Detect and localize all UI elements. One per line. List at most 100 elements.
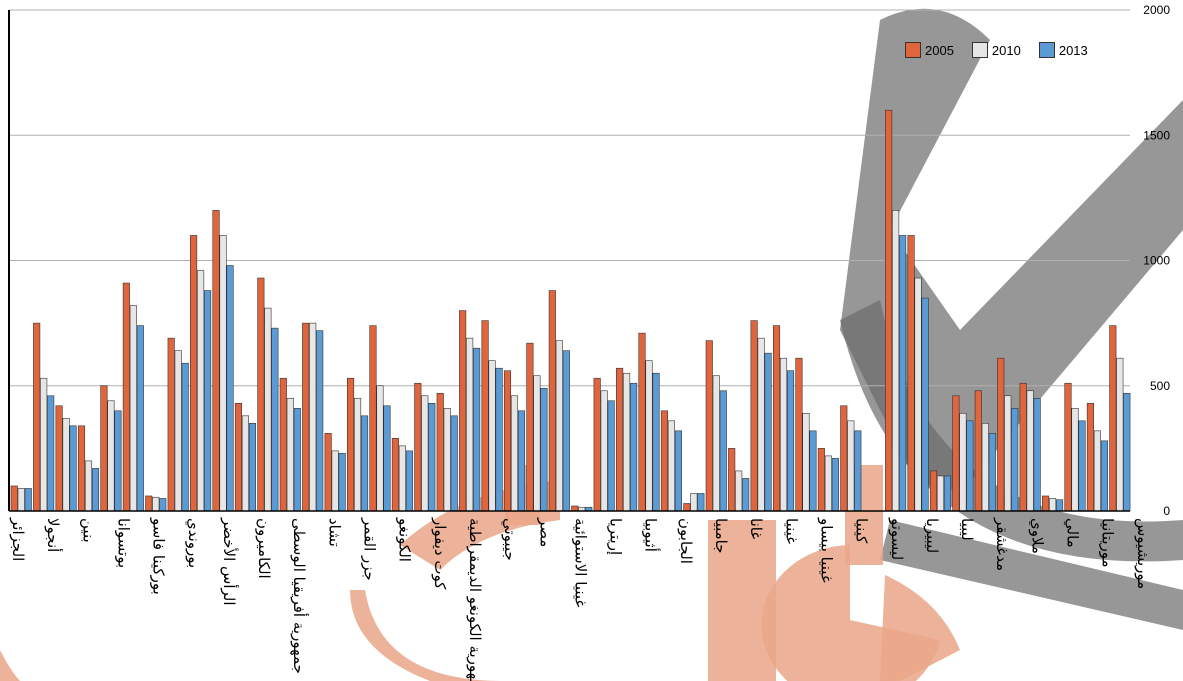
bar-2005: [840, 405, 848, 512]
bar-2005: [414, 382, 422, 512]
y-tick-label: 1000: [1143, 254, 1170, 268]
bar-2013: [428, 402, 436, 512]
bar-2010: [309, 322, 317, 512]
bar-2013: [24, 488, 32, 512]
x-category-label: كينيا: [853, 518, 871, 544]
x-category-label: مصر: [536, 517, 554, 547]
x-category-label: ملاوي: [1027, 518, 1046, 554]
legend-swatch-2013: [1038, 42, 1055, 58]
bar-2005: [10, 485, 18, 512]
x-category-label: ليبيا: [958, 518, 976, 541]
bar-2005: [459, 310, 467, 512]
bar-2013: [1100, 440, 1108, 512]
bar-2013: [786, 370, 795, 512]
bar-2010: [62, 418, 70, 512]
bar-2010: [466, 337, 474, 512]
legend-label-2005: 2005: [925, 42, 954, 58]
bar-2005: [616, 367, 624, 512]
bar-2005: [974, 390, 982, 512]
watermark-orange-slice: [880, 575, 960, 681]
x-axis-labels: الجزائر أنجولا بنين بوتسوانا بوركينا فاسو بور…: [9, 517, 1152, 681]
bar-2010: [421, 395, 429, 512]
bar-2013: [988, 433, 996, 512]
bar-2010: [286, 397, 294, 512]
bar-2013: [91, 468, 100, 512]
bar-2005: [683, 503, 691, 512]
bar-2013: [540, 387, 548, 512]
legend: 2005 2010 2013: [905, 42, 1088, 58]
bar-2010: [981, 423, 989, 512]
watermark-orange-bar-1: [708, 520, 776, 681]
bar-2010: [757, 337, 765, 512]
x-category-label: جمهورية أفريقيا الوسطى: [290, 518, 309, 674]
x-category-label: مالي: [1063, 518, 1082, 548]
y-axis-ticks: 0 500 1000 1500 2000: [1143, 3, 1170, 518]
bar-2010: [197, 270, 205, 512]
x-category-label: غينيا بيساو: [817, 517, 835, 583]
bar-2005: [1109, 325, 1117, 512]
x-category-label: غينيا: [782, 518, 800, 544]
x-category-label: كوت ديفوار: [431, 517, 449, 590]
bar-2010: [84, 460, 93, 512]
bar-2013: [338, 453, 346, 512]
y-tick-label: 0: [1163, 504, 1170, 518]
bar-2013: [47, 395, 55, 512]
legend-label-2010: 2010: [991, 42, 1021, 58]
x-category-label: مدغشقر: [993, 517, 1011, 571]
bar-2010: [488, 360, 496, 512]
bar-2013: [517, 410, 526, 512]
bar-2010: [17, 488, 25, 512]
bar-2005: [817, 448, 825, 512]
x-category-label: تشاد: [325, 518, 343, 547]
bar-2005: [391, 438, 399, 512]
bar-2010: [1071, 407, 1079, 512]
bar-2013: [1011, 407, 1019, 512]
bar-2013: [1056, 499, 1064, 512]
bar-2005: [750, 320, 758, 512]
bar-2010: [959, 413, 967, 512]
x-category-label: غانا: [747, 518, 765, 539]
bar-2005: [212, 210, 220, 512]
bar-2010: [264, 307, 272, 512]
y-tick-label: 1500: [1143, 128, 1170, 142]
bar-2013: [69, 425, 77, 512]
bar-2013: [831, 458, 839, 512]
bar-2005: [1064, 382, 1072, 512]
bar-2013: [742, 478, 750, 512]
x-category-label: بوروندي: [184, 518, 203, 568]
bar-2010: [623, 372, 631, 512]
bar-2010: [645, 360, 653, 512]
bar-2005: [190, 235, 198, 512]
x-category-label: بنين: [79, 518, 97, 543]
bar-2005: [548, 290, 556, 512]
bar-2005: [369, 325, 377, 512]
bar-2013: [966, 420, 974, 512]
bar-2010: [712, 375, 720, 512]
bar-2010: [600, 390, 608, 512]
bar-2013: [1123, 392, 1131, 512]
bar-2013: [495, 367, 503, 512]
legend-swatch-2010: [971, 42, 988, 58]
bar-2005: [77, 425, 86, 512]
bar-2010: [824, 455, 832, 512]
x-category-label: الجابون: [677, 518, 695, 564]
bar-2010: [1093, 430, 1101, 512]
bar-2005: [257, 277, 265, 512]
bar-2013: [1078, 420, 1086, 512]
bar-2010: [331, 450, 339, 512]
bar-2010: [735, 470, 743, 512]
bar-2013: [159, 498, 167, 512]
x-category-label: الرأس الأخضر: [220, 517, 239, 606]
bar-2005: [302, 322, 310, 512]
bar-2013: [271, 327, 279, 512]
bar-2013: [652, 372, 660, 512]
y-tick-label: 500: [1150, 379, 1170, 393]
bar-2010: [510, 395, 519, 512]
x-category-label: الكونغو: [396, 517, 414, 562]
bar-2013: [473, 347, 481, 512]
x-category-label: بوتسوانا: [114, 518, 132, 568]
bar-2005: [728, 448, 736, 512]
x-category-label: بوركينا فاسو: [150, 517, 168, 595]
legend-item-2005: 2005: [905, 42, 954, 58]
